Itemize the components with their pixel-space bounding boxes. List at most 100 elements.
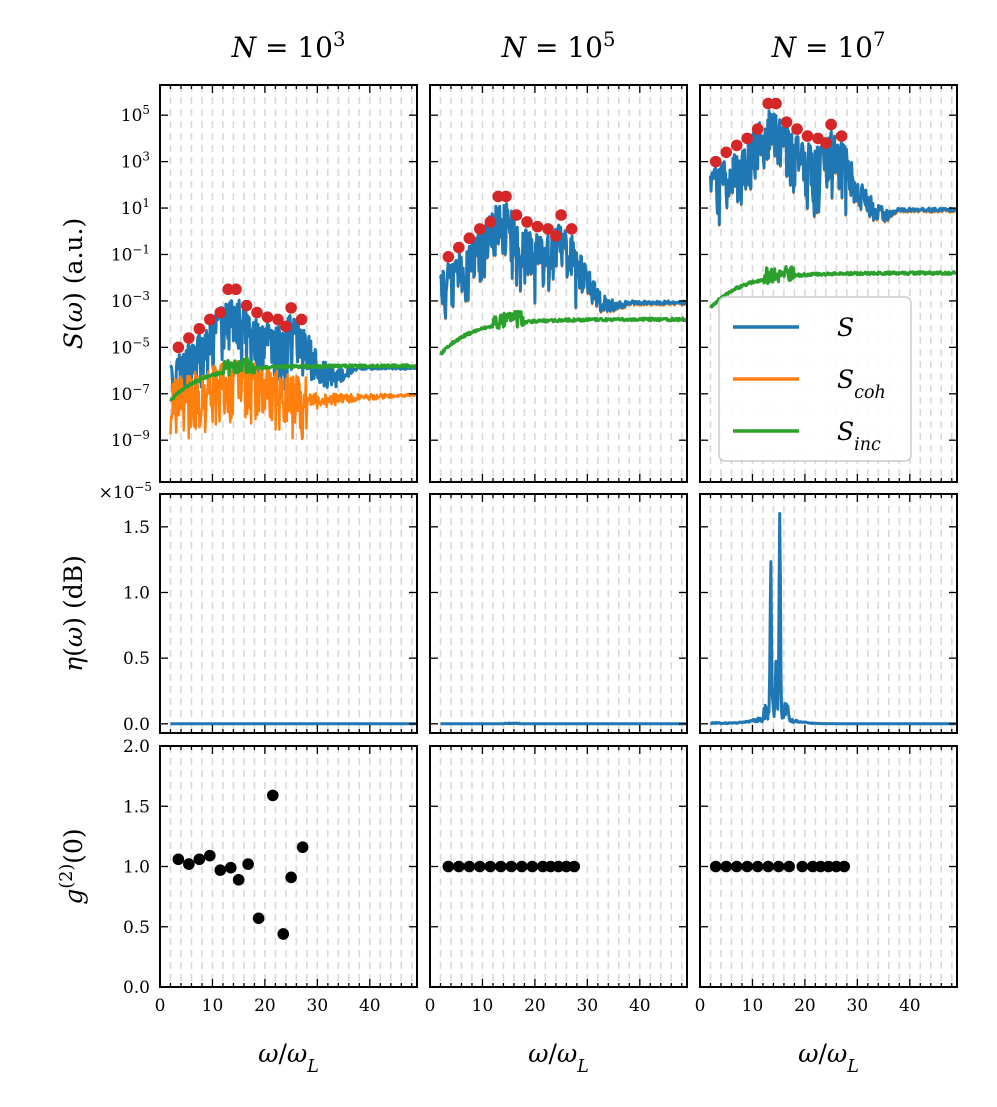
peak-marker: [730, 139, 743, 152]
peak-marker: [442, 251, 455, 263]
peak-marker: [193, 322, 206, 335]
g2-point: [172, 853, 185, 866]
y-tick-label: 0.0: [123, 978, 150, 998]
peak-marker: [453, 241, 465, 254]
g2-point: [484, 860, 497, 873]
g2-point: [515, 860, 528, 873]
g2-point: [730, 860, 743, 873]
legend-label: S: [837, 313, 854, 342]
peak-marker: [550, 230, 562, 242]
panel-frame: [699, 493, 958, 734]
panel-frame: [159, 745, 418, 988]
legend-label: Scoh: [837, 365, 886, 403]
data-layer: [169, 97, 958, 940]
y-tick-label: 0.5: [123, 649, 150, 669]
y-tick-label: 10−1: [111, 242, 150, 265]
y-axis-label: η(ω) (dB): [59, 555, 88, 672]
g2-point: [277, 928, 290, 940]
x-tick-label: 40: [359, 996, 381, 1016]
series-S_inc-line: [709, 265, 957, 309]
peak-marker: [565, 223, 578, 235]
peak-marker: [500, 190, 512, 203]
y-tick-label: 105: [121, 103, 150, 126]
peak-marker: [751, 123, 764, 135]
legend: S Scoh Sinc: [718, 296, 912, 462]
peak-marker: [261, 311, 274, 323]
panel-frame: [429, 84, 688, 483]
peak-marker: [251, 306, 263, 319]
g2-point: [232, 873, 245, 886]
g2-point: [838, 860, 851, 873]
y-tick-label: 1.0: [123, 858, 150, 878]
peak-marker: [230, 283, 242, 296]
peak-marker: [801, 130, 814, 142]
g2-point: [526, 860, 539, 873]
eta-line: [709, 512, 958, 726]
x-tick-label: 10: [202, 996, 224, 1016]
peak-marker: [183, 332, 195, 344]
g2-point: [463, 860, 476, 873]
y-tick-label: 10−7: [111, 382, 150, 405]
x-tick-label: 0: [425, 996, 436, 1016]
x-tick-label: 10: [742, 996, 764, 1016]
legend-box: [718, 296, 912, 462]
y-tick-label: 10−9: [111, 428, 150, 451]
y-tick-label: 10−5: [111, 335, 150, 358]
column-title: N = 103: [231, 28, 346, 65]
g2-point: [252, 912, 265, 925]
x-tick-label: 30: [307, 996, 329, 1016]
g2-point: [741, 860, 754, 873]
g2-point: [225, 861, 237, 874]
g2-point: [762, 860, 774, 873]
frame-layer: [159, 84, 958, 988]
eta-multiplier: ×10−5: [99, 480, 152, 503]
y-tick-label: 0.5: [123, 918, 150, 938]
series-S_inc-line: [169, 356, 417, 402]
g2-point: [720, 860, 733, 873]
legend-label: Sinc: [837, 417, 881, 455]
g2-point: [183, 858, 195, 870]
g2-point: [296, 841, 309, 854]
y-tick-label: 0.0: [123, 715, 150, 735]
g2-point: [242, 858, 254, 870]
panel-frame: [429, 493, 688, 734]
g2-point: [285, 871, 297, 884]
y-tick-label: 1.0: [123, 583, 150, 603]
y-tick-label: 101: [121, 196, 150, 219]
g2-point: [453, 860, 465, 873]
g2-point: [474, 860, 486, 873]
text-layer: N = 103 N = 105 N = 107 10−9 10−7 10−5 10−3 10−…: [57, 28, 921, 1078]
x-tick-label: 20: [254, 996, 276, 1016]
peak-marker: [280, 320, 292, 333]
peak-marker: [204, 313, 216, 326]
g2-point: [505, 860, 518, 873]
y-tick-label: 10−3: [111, 289, 150, 312]
column-title: N = 107: [771, 28, 886, 65]
peak-marker: [542, 223, 554, 235]
peak-marker: [720, 146, 733, 159]
peak-marker: [555, 209, 567, 221]
series-S_inc-line: [439, 309, 687, 356]
peak-marker: [780, 116, 793, 128]
g2-point: [783, 860, 795, 873]
x-tick-label: 0: [695, 996, 706, 1016]
g2-point: [751, 860, 764, 873]
peak-marker: [521, 216, 533, 228]
peak-marker: [791, 123, 803, 135]
peak-marker: [214, 306, 227, 319]
x-tick-label: 40: [899, 996, 921, 1016]
panel-frame: [159, 84, 418, 483]
panel-frame: [159, 493, 418, 734]
y-tick-label: 2.0: [123, 737, 150, 757]
x-axis-label: ω/ωL: [258, 1039, 319, 1077]
g2-point: [568, 860, 581, 873]
x-axis-label: ω/ωL: [528, 1039, 589, 1077]
peak-marker: [709, 155, 722, 168]
x-tick-label: 40: [629, 996, 651, 1016]
peak-marker: [240, 299, 253, 312]
x-tick-label: 10: [472, 996, 494, 1016]
g2-point: [442, 860, 455, 873]
spectrum-plot: [439, 202, 687, 356]
peak-marker: [820, 137, 832, 149]
peak-marker: [474, 223, 486, 235]
